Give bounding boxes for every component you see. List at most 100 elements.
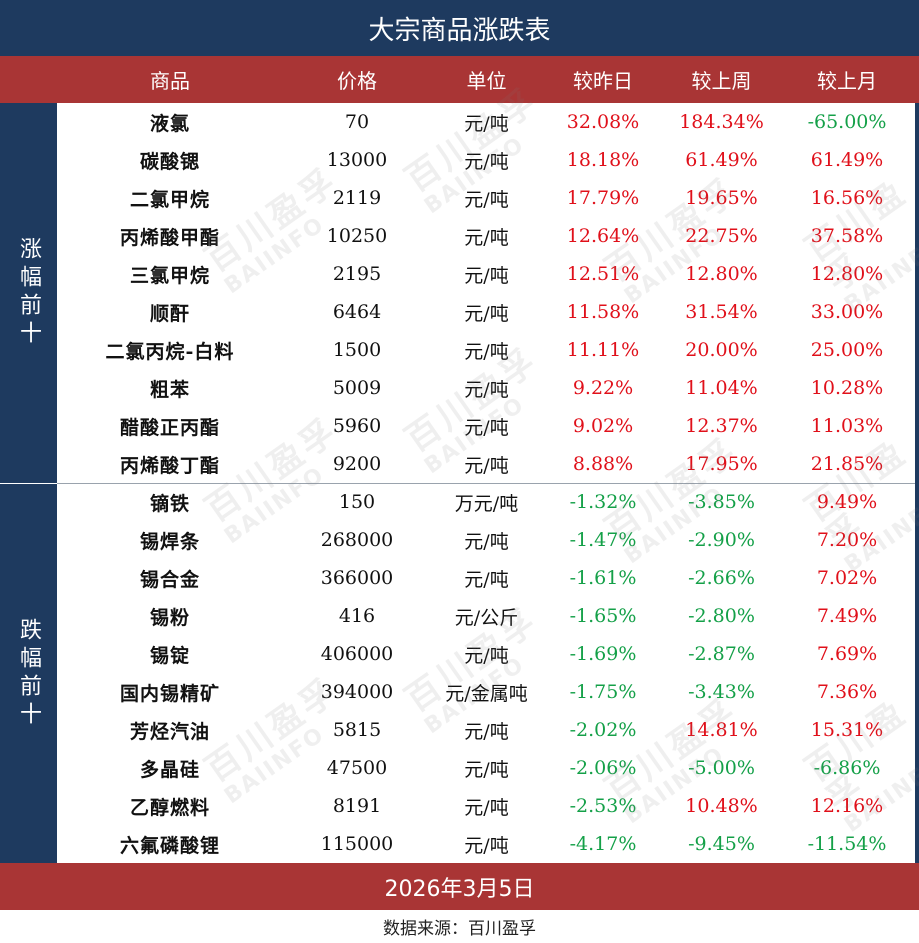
price-value: 268000 <box>320 529 394 551</box>
table-row: 液氯 70 元/吨 32.08% 184.34% -65.00% <box>57 103 915 141</box>
commodity-name: 锡锭 <box>149 644 190 667</box>
change-vs-last-month: 16.56% <box>810 187 884 209</box>
change-vs-last-week: 11.04% <box>685 377 758 399</box>
unit-value: 万元/吨 <box>454 492 519 515</box>
change-vs-yesterday: 8.88% <box>572 453 634 475</box>
commodity-name: 多晶硅 <box>139 758 200 781</box>
price-value: 9200 <box>332 453 382 475</box>
change-vs-last-month: 33.00% <box>810 301 884 323</box>
price-value: 150 <box>338 491 376 513</box>
change-vs-yesterday: -1.69% <box>569 643 637 665</box>
change-vs-last-week: -3.85% <box>688 491 755 513</box>
change-vs-last-week: 184.34% <box>679 111 764 133</box>
change-vs-yesterday: 12.51% <box>566 263 640 285</box>
table-row: 锡粉 416 元/公斤 -1.65% -2.80% 7.49% <box>57 597 915 635</box>
unit-value: 元/吨 <box>464 264 509 287</box>
price-value: 416 <box>338 605 376 627</box>
header-unit: 单位 <box>466 69 507 93</box>
table-row: 顺酐 6464 元/吨 11.58% 31.54% 33.00% <box>57 293 915 331</box>
fall-label-text: 跌幅前十 <box>16 617 41 730</box>
commodity-name: 丙烯酸甲酯 <box>119 226 220 249</box>
commodity-name: 液氯 <box>149 112 190 135</box>
unit-value: 元/吨 <box>464 416 509 439</box>
change-vs-yesterday: 32.08% <box>566 111 640 133</box>
change-vs-last-month: 10.28% <box>810 377 884 399</box>
table-row: 乙醇燃料 8191 元/吨 -2.53% 10.48% 12.16% <box>57 787 915 825</box>
change-vs-yesterday: -1.32% <box>569 491 637 513</box>
unit-value: 元/金属吨 <box>445 682 528 705</box>
change-vs-yesterday: -4.17% <box>569 833 637 855</box>
table-row: 丙烯酸丁酯 9200 元/吨 8.88% 17.95% 21.85% <box>57 445 915 483</box>
commodity-name: 芳烃汽油 <box>129 720 210 743</box>
change-vs-last-week: 12.37% <box>685 415 758 437</box>
header-vs-yesterday: 较昨日 <box>573 69 633 93</box>
rise-label-text: 涨幅前十 <box>16 237 41 349</box>
table-row: 芳烃汽油 5815 元/吨 -2.02% 14.81% 15.31% <box>57 711 915 749</box>
change-vs-last-week: 19.65% <box>685 187 758 209</box>
price-value: 366000 <box>320 567 394 589</box>
price-value: 13000 <box>326 149 388 171</box>
commodity-name: 乙醇燃料 <box>129 796 210 819</box>
change-vs-last-month: -11.54% <box>807 833 887 855</box>
commodity-name: 国内锡精矿 <box>119 682 220 705</box>
change-vs-last-week: -3.43% <box>688 681 755 703</box>
unit-value: 元/吨 <box>464 302 509 325</box>
price-value: 5960 <box>332 415 382 437</box>
change-vs-last-month: 11.03% <box>810 415 884 437</box>
table-row: 粗苯 5009 元/吨 9.22% 11.04% 10.28% <box>57 369 915 407</box>
unit-value: 元/吨 <box>464 796 509 819</box>
table-body: 涨幅前十 跌幅前十 液氯 70 元/吨 32.08% 184.34% -65.00% 碳酸锶… <box>0 103 919 863</box>
table-row: 三氯甲烷 2195 元/吨 12.51% 12.80% 12.80% <box>57 255 915 293</box>
price-value: 394000 <box>320 681 394 703</box>
table-row: 锡合金 366000 元/吨 -1.61% -2.66% 7.02% <box>57 559 915 597</box>
change-vs-last-month: 21.85% <box>810 453 884 475</box>
table-row: 多晶硅 47500 元/吨 -2.06% -5.00% -6.86% <box>57 749 915 787</box>
header-commodity: 商品 <box>150 69 190 93</box>
table-header: 商品 价格 单位 较昨日 较上周 较上月 <box>0 56 919 103</box>
change-vs-last-week: 31.54% <box>685 301 758 323</box>
change-vs-last-week: -2.66% <box>688 567 755 589</box>
table-row: 二氯甲烷 2119 元/吨 17.79% 19.65% 16.56% <box>57 179 915 217</box>
commodity-name: 醋酸正丙酯 <box>119 416 220 439</box>
right-edge-strip <box>915 103 919 863</box>
data-source: 数据来源：百川盈孚 <box>383 919 536 939</box>
change-vs-last-month: 25.00% <box>810 339 884 361</box>
unit-value: 元/吨 <box>464 834 509 857</box>
page-title: 大宗商品涨跌表 <box>0 0 919 56</box>
change-vs-yesterday: 11.58% <box>566 301 640 323</box>
table-row: 锡焊条 268000 元/吨 -1.47% -2.90% 7.20% <box>57 521 915 559</box>
section-divider <box>57 483 919 484</box>
price-value: 6464 <box>332 301 382 323</box>
unit-value: 元/吨 <box>464 226 509 249</box>
change-vs-last-week: -2.90% <box>688 529 755 551</box>
commodity-name: 顺酐 <box>149 302 190 325</box>
unit-value: 元/吨 <box>464 530 509 553</box>
change-vs-last-month: 37.58% <box>810 225 884 247</box>
change-vs-last-week: 61.49% <box>685 149 758 171</box>
commodity-name: 丙烯酸丁酯 <box>119 454 220 477</box>
header-price: 价格 <box>337 69 377 93</box>
unit-value: 元/吨 <box>464 150 509 173</box>
change-vs-yesterday: -1.65% <box>569 605 637 627</box>
price-value: 47500 <box>326 757 388 779</box>
change-vs-last-month: -6.86% <box>813 757 881 779</box>
change-vs-yesterday: 17.79% <box>566 187 640 209</box>
change-vs-last-month: 7.69% <box>816 643 878 665</box>
change-vs-last-week: 10.48% <box>685 795 758 817</box>
unit-value: 元/吨 <box>464 188 509 211</box>
change-vs-yesterday: -1.47% <box>569 529 637 551</box>
change-vs-yesterday: -1.61% <box>569 567 637 589</box>
change-vs-last-month: 7.49% <box>816 605 878 627</box>
change-vs-last-month: 12.80% <box>810 263 884 285</box>
change-vs-yesterday: -2.02% <box>569 719 637 741</box>
change-vs-last-week: 20.00% <box>685 339 758 361</box>
change-vs-last-week: -2.80% <box>688 605 755 627</box>
change-vs-last-month: 12.16% <box>810 795 884 817</box>
commodity-name: 锡合金 <box>139 568 200 591</box>
change-vs-last-month: 7.20% <box>816 529 878 551</box>
commodity-name: 镝铁 <box>149 492 190 515</box>
table-rows: 液氯 70 元/吨 32.08% 184.34% -65.00% 碳酸锶 13000 元/吨 18… <box>57 103 915 863</box>
table-row: 碳酸锶 13000 元/吨 18.18% 61.49% 61.49% <box>57 141 915 179</box>
price-value: 70 <box>344 111 370 133</box>
